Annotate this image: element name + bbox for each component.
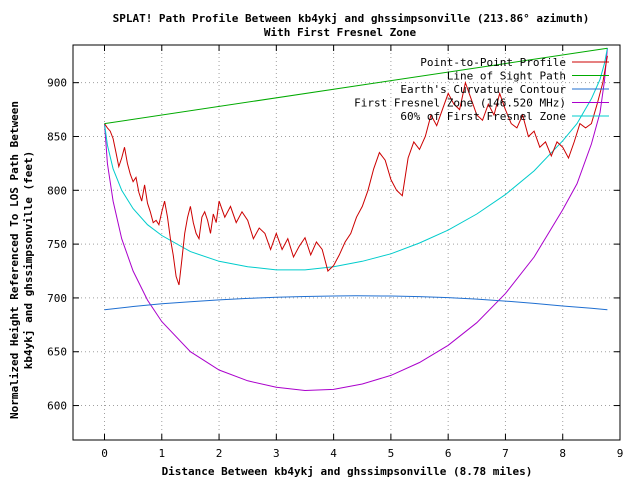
series-line-point-to-point-profile	[104, 55, 608, 286]
legend-label: 60% of First Fresnel Zone	[400, 110, 566, 123]
y-tick-label: 700	[47, 292, 67, 305]
x-tick-label: 6	[445, 447, 452, 460]
x-tick-label: 1	[158, 447, 165, 460]
y-tick-label: 750	[47, 238, 67, 251]
y-axis-label-line2: kb4ykj and ghssimpsonville (feet)	[22, 151, 35, 370]
x-tick-label: 4	[330, 447, 337, 460]
chart-title: SPLAT! Path Profile Between kb4ykj and g…	[113, 12, 590, 25]
x-tick-label: 0	[101, 447, 108, 460]
x-tick-label: 9	[617, 447, 624, 460]
series-line-first-fresnel-zone-146-520-mhz	[104, 48, 608, 392]
legend-label: First Fresnel Zone (146.520 MHz)	[354, 97, 566, 110]
legend-label: Line of Sight Path	[447, 70, 566, 83]
x-tick-label: 7	[502, 447, 509, 460]
x-tick-label: 5	[388, 447, 395, 460]
y-tick-label: 650	[47, 346, 67, 359]
series-line-60-of-first-fresnel-zone	[104, 48, 608, 271]
series-line-earth-s-curvature-contour	[104, 295, 608, 311]
y-tick-label: 600	[47, 400, 67, 413]
legend-label: Earth's Curvature Contour	[400, 83, 566, 96]
legend-label: Point-to-Point Profile	[420, 56, 566, 69]
chart-subtitle: With First Fresnel Zone	[264, 26, 417, 39]
y-axis-label-line1: Normalized Height Referenced To LOS Path…	[8, 101, 21, 419]
x-tick-label: 2	[216, 447, 223, 460]
x-tick-label: 3	[273, 447, 280, 460]
x-axis-label: Distance Between kb4ykj and ghssimpsonvi…	[162, 465, 533, 478]
y-tick-label: 900	[47, 77, 67, 90]
series-line-line-of-sight-path	[104, 47, 608, 125]
plot-frame	[72, 44, 621, 441]
y-tick-label: 850	[47, 130, 67, 143]
x-tick-label: 8	[559, 447, 566, 460]
y-tick-label: 800	[47, 184, 67, 197]
